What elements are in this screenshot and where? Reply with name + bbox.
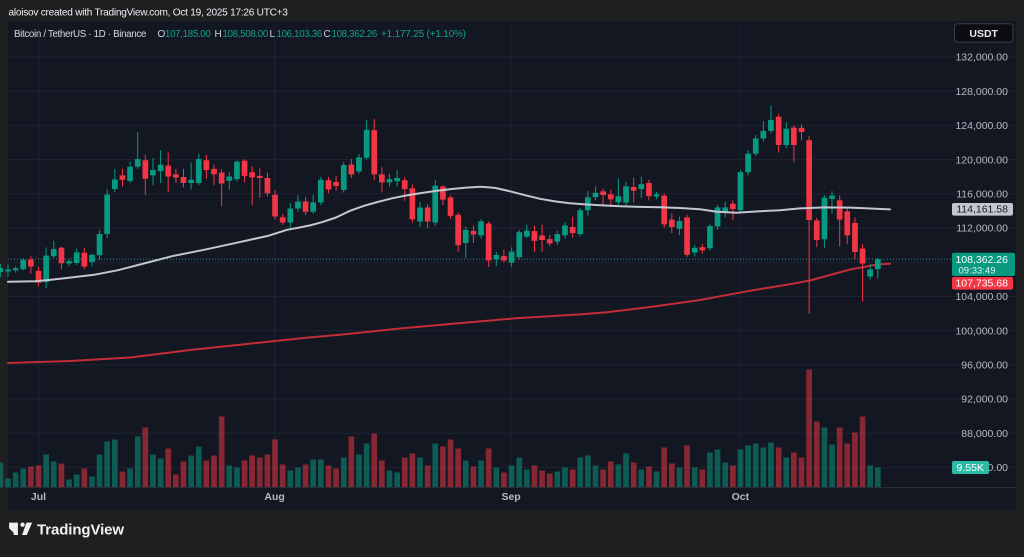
svg-text:114,161.58: 114,161.58: [956, 204, 1008, 216]
svg-text:09:33:49: 09:33:49: [959, 266, 996, 277]
svg-text:C: C: [324, 29, 331, 40]
svg-text:USDT: USDT: [969, 28, 998, 40]
svg-text:+1,177.25 (+1.10%): +1,177.25 (+1.10%): [381, 29, 466, 40]
svg-text:107,735.68: 107,735.68: [955, 278, 1008, 290]
svg-text:H: H: [215, 29, 222, 40]
svg-text:108,362.26: 108,362.26: [955, 254, 1008, 266]
svg-text:116,000.00: 116,000.00: [956, 189, 1008, 201]
svg-text:TradingView: TradingView: [37, 522, 124, 539]
svg-text:96,000.00: 96,000.00: [961, 360, 1008, 372]
svg-text:120,000.00: 120,000.00: [955, 154, 1008, 166]
svg-text:132,000.00: 132,000.00: [955, 52, 1008, 64]
svg-text:124,000.00: 124,000.00: [955, 120, 1008, 132]
svg-text:104,000.00: 104,000.00: [955, 291, 1008, 303]
svg-text:107,185.00: 107,185.00: [165, 29, 211, 40]
svg-text:aloisov created with TradingVi: aloisov created with TradingView.com, Oc…: [9, 7, 289, 18]
svg-text:108,362.26: 108,362.26: [332, 29, 378, 40]
svg-text:108,508.00: 108,508.00: [223, 29, 269, 40]
svg-text:112,000.00: 112,000.00: [956, 223, 1008, 235]
svg-text:Oct: Oct: [732, 491, 750, 503]
svg-text:O: O: [158, 29, 166, 40]
svg-text:Aug: Aug: [264, 491, 284, 503]
svg-text:9.55K: 9.55K: [957, 462, 984, 474]
svg-text:Jul: Jul: [31, 491, 46, 503]
svg-text:L: L: [270, 29, 276, 40]
svg-text:100,000.00: 100,000.00: [955, 325, 1008, 337]
svg-text:106,103.36: 106,103.36: [277, 29, 323, 40]
svg-text:92,000.00: 92,000.00: [961, 394, 1008, 406]
svg-text:Sep: Sep: [501, 491, 520, 503]
svg-text:Bitcoin / TetherUS · 1D · Bina: Bitcoin / TetherUS · 1D · Binance: [14, 29, 147, 40]
svg-text:128,000.00: 128,000.00: [955, 86, 1008, 98]
svg-text:88,000.00: 88,000.00: [961, 428, 1008, 440]
